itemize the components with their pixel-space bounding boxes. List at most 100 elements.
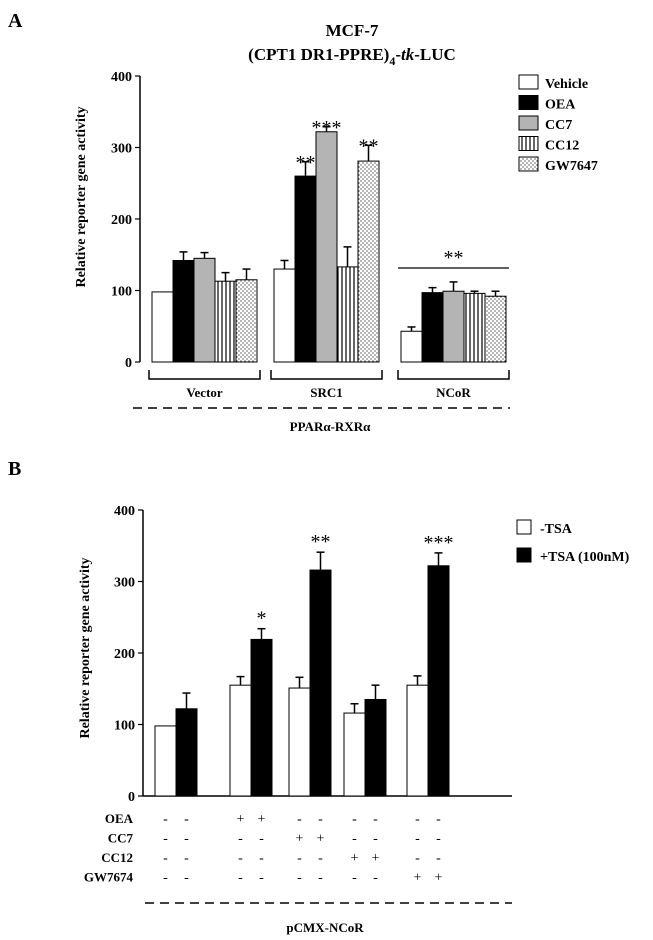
treatment-mark: -: [373, 812, 378, 827]
treatment-mark: -: [259, 851, 264, 866]
chart-b-ylabel: Relative reporter gene activity: [78, 557, 93, 738]
group-label: Vector: [186, 385, 223, 400]
treatment-mark: -: [373, 871, 378, 886]
legend-label: Vehicle: [545, 77, 588, 92]
bar-minus-tsa: [406, 684, 429, 797]
bar-vehicle: [151, 291, 174, 363]
legend-label: GW7647: [545, 159, 598, 174]
treatment-mark: +: [317, 832, 325, 847]
significance-label: **: [296, 152, 316, 174]
bar-gw7647: [484, 295, 507, 363]
chart-a-subtitle: (CPT1 DR1-PPRE)4-tk-LUC: [248, 45, 456, 68]
legend-swatch: [518, 115, 539, 131]
treatment-mark: -: [297, 812, 302, 827]
chart-a-subtitle-post: -LUC: [414, 45, 456, 64]
treatment-mark: -: [415, 851, 420, 866]
treatment-mark: -: [352, 871, 357, 886]
bar-minus-tsa: [288, 687, 311, 797]
treatment-mark: +: [296, 832, 304, 847]
legend-swatch: [516, 547, 532, 563]
bar-cc12: [214, 280, 237, 363]
treatment-label: CC12: [101, 850, 133, 865]
treatment-mark: -: [259, 871, 264, 886]
group-bracket: [270, 370, 383, 380]
bar-vehicle: [400, 330, 423, 363]
chart-a-ylabel: Relative reporter gene activity: [74, 106, 89, 287]
treatment-mark: -: [373, 832, 378, 847]
legend-label: CC7: [545, 118, 572, 133]
treatment-mark: -: [436, 851, 441, 866]
treatment-mark: -: [352, 812, 357, 827]
chart-a-subtitle-pre: (CPT1 DR1-PPRE): [248, 45, 389, 64]
treatment-mark: -: [297, 871, 302, 886]
treatment-mark: -: [163, 871, 168, 886]
treatment-mark: -: [259, 832, 264, 847]
treatment-mark: -: [163, 832, 168, 847]
bar-minus-tsa: [343, 712, 366, 797]
bar-oea: [294, 175, 317, 363]
chart-a-subtitle-sub: 4: [389, 54, 395, 68]
bar-vehicle: [273, 268, 296, 363]
bar-oea: [172, 259, 195, 363]
treatment-mark: -: [318, 812, 323, 827]
treatment-mark: +: [435, 871, 443, 886]
y-tick-label: 0: [128, 790, 135, 805]
group-bracket: [148, 370, 261, 380]
bar-cc12: [463, 292, 486, 363]
group-label: SRC1: [310, 385, 343, 400]
treatment-mark: -: [238, 851, 243, 866]
y-tick-label: 400: [114, 504, 135, 519]
treatment-mark: -: [163, 812, 168, 827]
panel-label-b: B: [8, 458, 21, 480]
bar-cc7: [442, 290, 465, 363]
significance-label: **: [311, 531, 331, 553]
bar-plus-tsa: [309, 569, 332, 797]
y-tick-label: 300: [111, 142, 132, 157]
legend-swatch: [518, 136, 539, 151]
y-tick-label: 200: [111, 213, 132, 228]
group-label: NCoR: [436, 385, 471, 400]
significance-label: ***: [424, 532, 454, 554]
legend-swatch: [518, 156, 539, 172]
y-tick-label: 0: [125, 356, 132, 371]
treatment-mark: -: [352, 832, 357, 847]
treatment-mark: -: [184, 851, 189, 866]
treatment-mark: -: [297, 851, 302, 866]
bar-plus-tsa: [427, 565, 450, 797]
treatment-mark: -: [436, 832, 441, 847]
treatment-mark: +: [351, 851, 359, 866]
treatment-mark: -: [184, 832, 189, 847]
treatment-mark: -: [436, 812, 441, 827]
legend-swatch: [516, 519, 532, 535]
panel-label-a: A: [8, 10, 23, 32]
treatment-mark: -: [318, 871, 323, 886]
y-tick-label: 400: [111, 70, 132, 85]
chart-a-title: MCF-7: [326, 21, 379, 40]
y-tick-label: 100: [111, 285, 132, 300]
treatment-mark: -: [415, 812, 420, 827]
treatment-mark: -: [184, 812, 189, 827]
treatment-mark: -: [163, 851, 168, 866]
chart-a-subtitle-dash: -: [395, 45, 401, 64]
bar-cc7: [193, 257, 216, 363]
chart-a-subtitle-italic: tk: [401, 45, 415, 64]
treatment-mark: +: [258, 812, 266, 827]
treatment-mark: -: [318, 851, 323, 866]
bar-cc12: [336, 266, 359, 363]
bar-minus-tsa: [154, 725, 177, 797]
bar-plus-tsa: [250, 638, 273, 797]
treatment-mark: +: [414, 871, 422, 886]
bar-cc7: [315, 131, 338, 363]
bar-plus-tsa: [364, 698, 387, 797]
treatment-mark: +: [372, 851, 380, 866]
legend-label: -TSA: [540, 522, 573, 537]
y-tick-label: 200: [114, 647, 135, 662]
legend-label: OEA: [545, 98, 576, 113]
treatment-mark: -: [238, 871, 243, 886]
bar-gw7647: [235, 279, 258, 363]
y-tick-label: 100: [114, 719, 135, 734]
significance-label: ***: [312, 117, 342, 139]
